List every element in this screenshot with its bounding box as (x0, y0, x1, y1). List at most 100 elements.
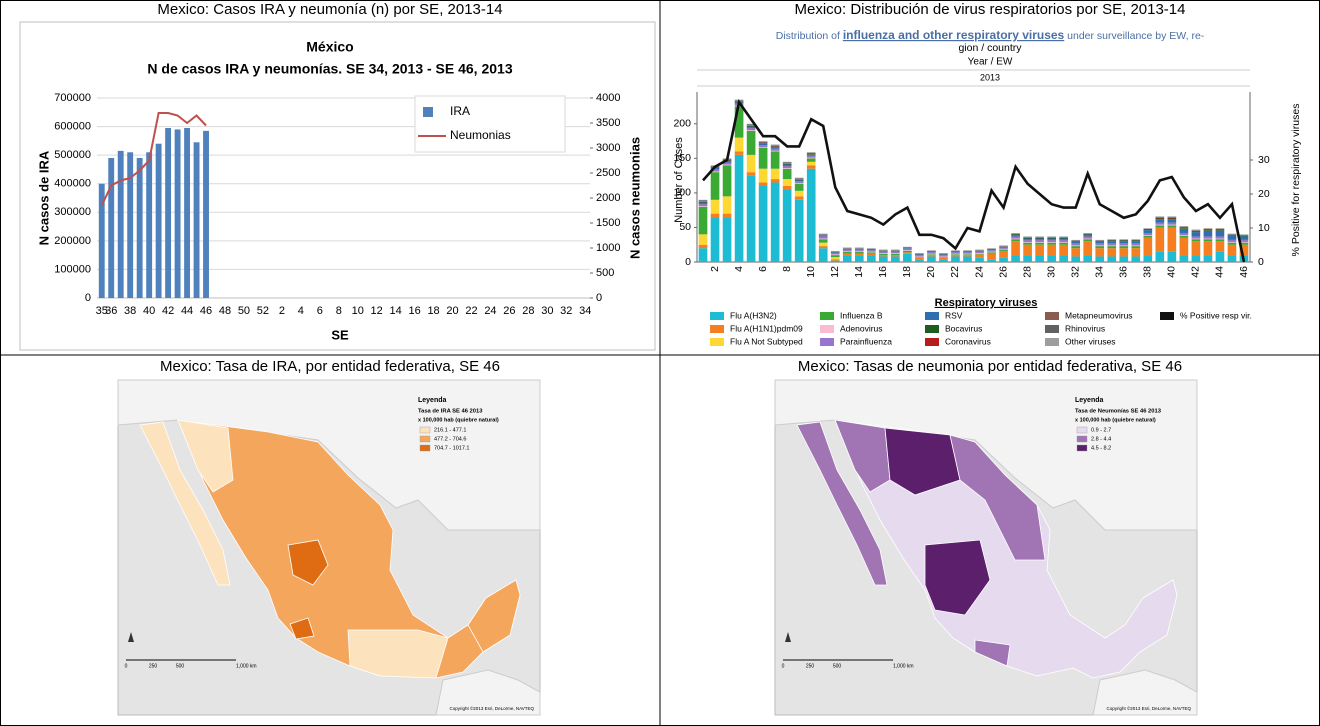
bar (770, 151, 780, 169)
bar (722, 196, 732, 214)
legend-title: Tasa de Neumonías SE 46 2013 (1075, 409, 1162, 415)
bar (1167, 251, 1177, 262)
bar (758, 147, 768, 169)
bar (927, 253, 936, 255)
bar (975, 254, 984, 258)
bar (915, 255, 924, 257)
bar (806, 161, 816, 166)
bar (770, 148, 780, 151)
legend-swatch (925, 338, 939, 346)
bar (963, 253, 972, 255)
bar (794, 183, 804, 191)
bar (758, 141, 768, 142)
bar (806, 155, 816, 158)
bar (1203, 236, 1213, 239)
bar (1215, 238, 1225, 240)
bar (1191, 241, 1201, 256)
legend-label: Rhinovirus (1065, 323, 1105, 333)
x-tick-label: 40 (143, 305, 155, 317)
bar (770, 145, 780, 147)
bar (830, 252, 840, 254)
x-tick-label: 36 (105, 305, 117, 317)
bar (770, 168, 780, 180)
y2-tick-label: 2000 (596, 192, 620, 204)
bar (1227, 241, 1237, 243)
chart-subtitle: Distribution of influenza and other resp… (776, 28, 1205, 42)
bar (854, 247, 864, 249)
bar (927, 252, 936, 254)
map-region (924, 539, 991, 616)
bar (842, 247, 852, 249)
bar (746, 130, 756, 131)
y2-tick-label: 0 (596, 292, 602, 304)
bar (891, 251, 900, 254)
bar (830, 251, 840, 253)
bar (1023, 244, 1032, 256)
bar (155, 143, 162, 298)
chart-frame (19, 21, 656, 351)
legend-swatch (1076, 435, 1088, 443)
bar (1119, 256, 1129, 262)
chart-subtitle: gion / country (958, 42, 1022, 54)
bar (1203, 241, 1213, 256)
bar (1047, 239, 1056, 242)
bar (794, 183, 804, 184)
legend-heading: Leyenda (1075, 397, 1104, 404)
bar (782, 163, 792, 164)
x-tick-label: 14 (390, 305, 402, 317)
x-tick-label: 12 (829, 266, 841, 278)
bar (1239, 241, 1249, 243)
bar (891, 253, 900, 256)
bar (842, 249, 852, 251)
bar (999, 248, 1008, 250)
bar (710, 172, 720, 200)
bar (1227, 235, 1237, 240)
bar (879, 249, 888, 251)
bar (1083, 239, 1093, 242)
x-tick-label: 30 (541, 305, 553, 317)
bar (1071, 245, 1081, 247)
y-axis-label: N casos de IRA (36, 150, 51, 245)
bar (987, 251, 996, 253)
map-region (974, 639, 1011, 667)
bar (842, 255, 852, 262)
bar (939, 254, 948, 256)
bar (806, 165, 816, 169)
bar (999, 245, 1008, 247)
bar (891, 255, 900, 257)
bar (1095, 243, 1105, 246)
bar (1131, 256, 1141, 262)
bar (1155, 251, 1165, 262)
bar (987, 248, 996, 250)
north-arrow (128, 632, 134, 642)
y-tick-label: 0 (685, 256, 691, 268)
bar (184, 128, 191, 298)
bar (1239, 242, 1249, 245)
bar (794, 179, 804, 180)
bar (1023, 237, 1032, 238)
subtitle-link[interactable]: influenza and other respiratory viruses (843, 28, 1065, 42)
bar (903, 247, 912, 249)
bar (1119, 243, 1129, 246)
legend-label: Coronavirus (945, 336, 991, 346)
bar (1119, 240, 1129, 242)
bar (963, 250, 972, 251)
bar (193, 142, 200, 298)
bar (1083, 255, 1093, 262)
bar (1047, 237, 1056, 238)
bar (758, 143, 768, 146)
bar (951, 253, 960, 255)
legend-swatch (820, 312, 834, 320)
x-tick-label: 24 (973, 266, 985, 278)
bar (866, 251, 876, 253)
bar (1107, 239, 1117, 241)
y2-tick-label: 1500 (596, 217, 620, 229)
bar (1143, 235, 1153, 238)
bar (927, 251, 936, 253)
x-tick-label: 30 (1045, 266, 1057, 278)
bar (939, 256, 948, 258)
legend-swatch (1160, 312, 1174, 320)
bar (794, 190, 804, 197)
scale-label: 500 (176, 663, 185, 669)
